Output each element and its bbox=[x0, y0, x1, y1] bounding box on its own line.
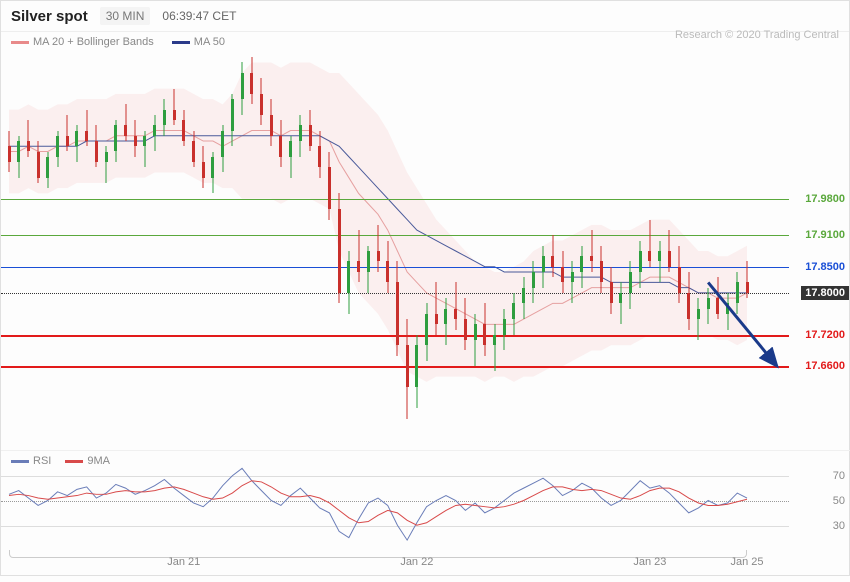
price-chart[interactable]: 17.9800 17.9100 17.8500 17.7200 17.6600 17.80… bbox=[1, 52, 850, 450]
legend-item[interactable]: MA 50 bbox=[172, 36, 225, 48]
level-line bbox=[1, 366, 789, 368]
legend-label: RSI bbox=[33, 455, 51, 467]
rsi-ma-line bbox=[9, 481, 747, 526]
x-axis-label: Jan 21 bbox=[167, 556, 200, 568]
legend-item[interactable]: MA 20 + Bollinger Bands bbox=[11, 36, 154, 48]
rsi-gridline bbox=[1, 501, 789, 502]
timestamp: 06:39:47 CET bbox=[162, 9, 236, 23]
x-axis: Jan 21 Jan 22 Jan 23 Jan 25 bbox=[1, 550, 850, 582]
rsi-axis-label: 70 bbox=[829, 469, 849, 483]
level-line bbox=[1, 267, 789, 268]
instrument-title: Silver spot bbox=[11, 8, 88, 25]
legend-label: MA 50 bbox=[194, 36, 225, 48]
current-price-label: 17.8000 bbox=[801, 286, 849, 300]
chart-header: Silver spot 30 MIN 06:39:47 CET bbox=[1, 1, 849, 32]
rsi-axis-label: 50 bbox=[829, 494, 849, 508]
legend-item[interactable]: RSI bbox=[11, 455, 51, 467]
rsi-legend: RSI 9MA bbox=[11, 455, 110, 467]
rsi-axis-label: 30 bbox=[829, 519, 849, 533]
rsi-gridline bbox=[1, 476, 789, 477]
legend-item[interactable]: 9MA bbox=[65, 455, 110, 467]
level-line bbox=[1, 199, 789, 200]
x-axis-label: Jan 23 bbox=[633, 556, 666, 568]
level-label: 17.6600 bbox=[801, 359, 849, 373]
interval-badge[interactable]: 30 MIN bbox=[100, 7, 151, 25]
legend-label: 9MA bbox=[87, 455, 110, 467]
legend-label: MA 20 + Bollinger Bands bbox=[33, 36, 154, 48]
level-label: 17.7200 bbox=[801, 328, 849, 342]
level-label: 17.9800 bbox=[801, 192, 849, 206]
attribution: Research © 2020 Trading Central bbox=[675, 29, 839, 41]
rsi-line bbox=[9, 468, 747, 540]
rsi-chart[interactable]: RSI 9MA 70 50 30 bbox=[1, 450, 850, 550]
x-axis-label: Jan 22 bbox=[400, 556, 433, 568]
rsi-gridline bbox=[1, 526, 789, 527]
level-line bbox=[1, 235, 789, 236]
level-label: 17.8500 bbox=[801, 260, 849, 274]
level-label: 17.9100 bbox=[801, 228, 849, 242]
x-axis-label: Jan 25 bbox=[730, 556, 763, 568]
